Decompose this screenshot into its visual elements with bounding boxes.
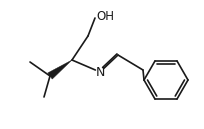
Text: N: N <box>95 66 105 79</box>
Polygon shape <box>48 60 72 79</box>
Text: OH: OH <box>96 10 114 23</box>
